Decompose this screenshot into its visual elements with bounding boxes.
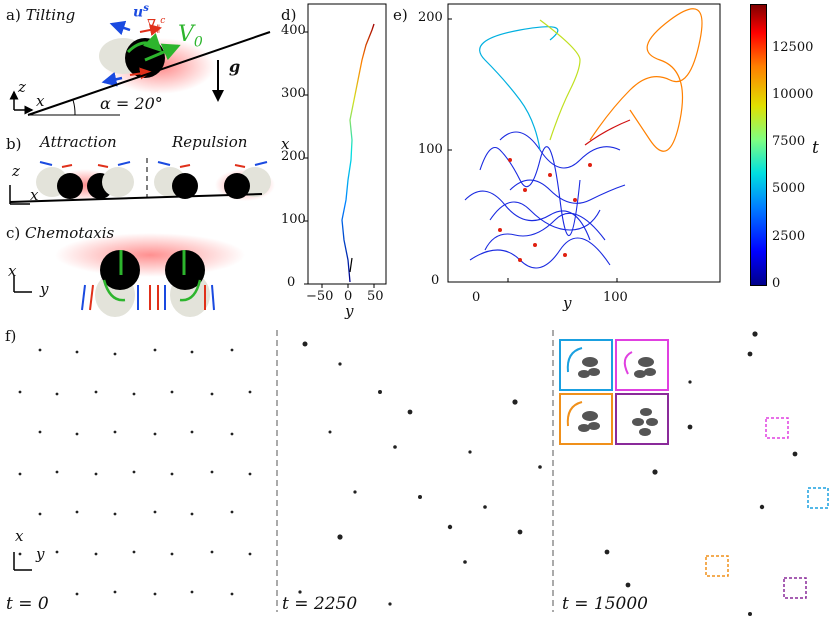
panel-f-label: f) xyxy=(5,327,17,345)
cbar-tick-7500: 7500 xyxy=(772,134,806,149)
panel-e-label: e) xyxy=(393,6,408,24)
f-x-label: x xyxy=(15,527,24,545)
us-label: us xyxy=(133,3,149,21)
e-xtick-0: 0 xyxy=(472,290,481,305)
panel-a-title: Tilting xyxy=(25,6,76,24)
clusters-t15000 xyxy=(604,331,798,616)
slip-arrow-bottom xyxy=(101,71,123,87)
e-xtick-100: 100 xyxy=(603,290,628,305)
alpha-label: α = 20° xyxy=(100,94,163,113)
ccw-arrow-icon xyxy=(623,351,633,375)
velocity-arrow xyxy=(144,43,181,62)
angle-arc xyxy=(72,99,76,116)
colorbar xyxy=(750,4,767,286)
b-x-label: x xyxy=(30,186,39,204)
d-xlabel: y xyxy=(345,302,354,320)
d-xtick-0: 0 xyxy=(344,289,353,304)
c-x-label: x xyxy=(8,262,17,280)
a-x-label: x xyxy=(36,92,45,110)
panel-e-plot xyxy=(447,3,721,283)
time-label-2: t = 15000 xyxy=(562,594,648,614)
time-label-0: t = 0 xyxy=(6,594,49,614)
cbar-tick-12500: 12500 xyxy=(772,40,814,55)
d-ytick-100: 100 xyxy=(281,212,306,227)
panel-b-diagram xyxy=(9,158,275,205)
repulsion-label: Repulsion xyxy=(172,133,248,151)
e-ytick-100: 100 xyxy=(418,142,443,157)
inclined-plane xyxy=(27,31,271,116)
slip-arrow-top xyxy=(109,20,131,36)
d-ytick-400: 400 xyxy=(281,23,306,38)
gradient-arrow-top xyxy=(139,24,162,36)
grad-label: ∇∥c xyxy=(147,16,166,35)
panel-d-plot xyxy=(304,3,387,288)
d-ytick-0: 0 xyxy=(287,275,296,290)
colorbar-label: t xyxy=(812,138,819,158)
panel-f-snapshots xyxy=(13,330,829,616)
d-ytick-200: 200 xyxy=(281,149,306,164)
d-ytick-300: 300 xyxy=(281,86,306,101)
c-y-label: y xyxy=(40,280,49,298)
e-ytick-200: 200 xyxy=(418,10,443,25)
cbar-tick-10000: 10000 xyxy=(772,87,814,102)
g-label: g xyxy=(229,57,241,76)
orange-arrow-icon xyxy=(566,401,583,427)
panel-c-title: Chemotaxis xyxy=(25,224,115,242)
inset-purple xyxy=(615,393,669,445)
panel-d-label: d) xyxy=(281,6,297,24)
attraction-label: Attraction xyxy=(40,133,117,151)
v0-label: V0 xyxy=(178,22,203,51)
a-z-label: z xyxy=(18,78,26,96)
f-y-label: y xyxy=(36,545,45,563)
panel-a-diagram xyxy=(9,20,271,116)
d-xtick-50: 50 xyxy=(367,289,384,304)
cbar-tick-5000: 5000 xyxy=(772,181,806,196)
panel-a-label: a) Tilting xyxy=(6,6,76,24)
clusters-t2250 xyxy=(298,341,542,606)
panel-b-label: b) xyxy=(6,135,22,153)
d-ylabel: x xyxy=(281,135,290,153)
gradient-arrow-bottom xyxy=(129,67,152,80)
time-label-1: t = 2250 xyxy=(282,594,358,614)
cbar-tick-2500: 2500 xyxy=(772,229,806,244)
e-ytick-0: 0 xyxy=(431,273,440,288)
e-xlabel: y xyxy=(563,294,572,312)
cw-arrow-icon xyxy=(566,347,583,373)
b-z-label: z xyxy=(12,162,20,180)
lattice-t0 xyxy=(18,348,252,596)
cbar-tick-0: 0 xyxy=(772,276,781,291)
rotation-arrow xyxy=(126,33,163,54)
panel-c-label: c) Chemotaxis xyxy=(6,224,115,242)
trajectory xyxy=(341,23,375,283)
panel-c-diagram xyxy=(13,233,245,317)
d-xtick-neg50: −50 xyxy=(306,289,334,304)
